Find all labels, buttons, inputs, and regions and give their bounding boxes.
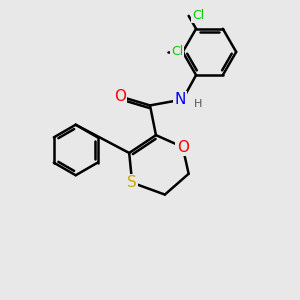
- Text: Cl: Cl: [171, 45, 184, 58]
- Text: O: O: [177, 140, 189, 154]
- Text: O: O: [114, 89, 126, 104]
- Text: N: N: [174, 92, 185, 107]
- Text: H: H: [194, 99, 202, 109]
- Text: S: S: [127, 175, 137, 190]
- Text: Cl: Cl: [192, 9, 204, 22]
